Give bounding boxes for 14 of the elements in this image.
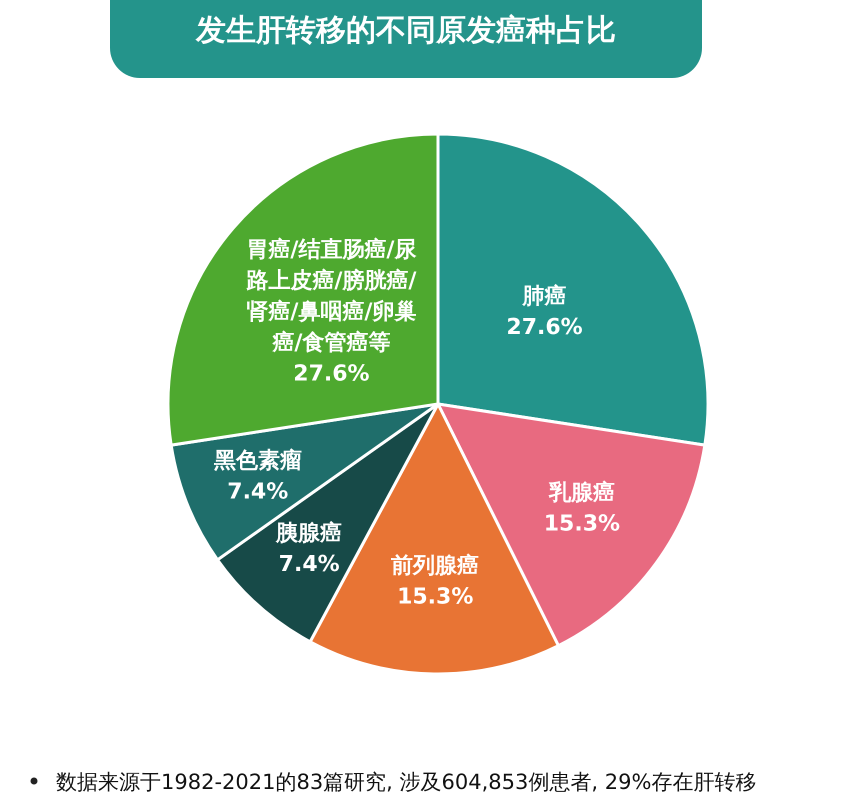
slice-label: 黑色素瘤 bbox=[212, 447, 302, 474]
data-label: 27.6% bbox=[506, 315, 583, 340]
data-label: 7.4% bbox=[278, 552, 340, 578]
slice-label: 胰腺癌 bbox=[275, 520, 342, 546]
data-label: 15.3% bbox=[397, 584, 474, 610]
slice-label: 肺癌 bbox=[522, 283, 567, 310]
data-label: 7.4% bbox=[227, 479, 288, 504]
data-label: 15.3% bbox=[544, 512, 620, 537]
slice-label: 胃癌/结直肠癌/尿路上皮癌/膀胱癌/肾癌/鼻咽癌/卵巢癌/食管癌等 bbox=[245, 236, 418, 356]
slice-label: 前列腺癌 bbox=[390, 552, 480, 579]
text: 数据来源于1982-2021的83篇研究, 涉及604,853例患者, 29%存在肝转移 bbox=[56, 770, 756, 794]
slice-label: 乳腺癌 bbox=[548, 480, 615, 506]
data-label: 27.6% bbox=[293, 362, 370, 387]
chart-title: 发生肝转移的不同原发癌种占比 bbox=[195, 13, 616, 48]
